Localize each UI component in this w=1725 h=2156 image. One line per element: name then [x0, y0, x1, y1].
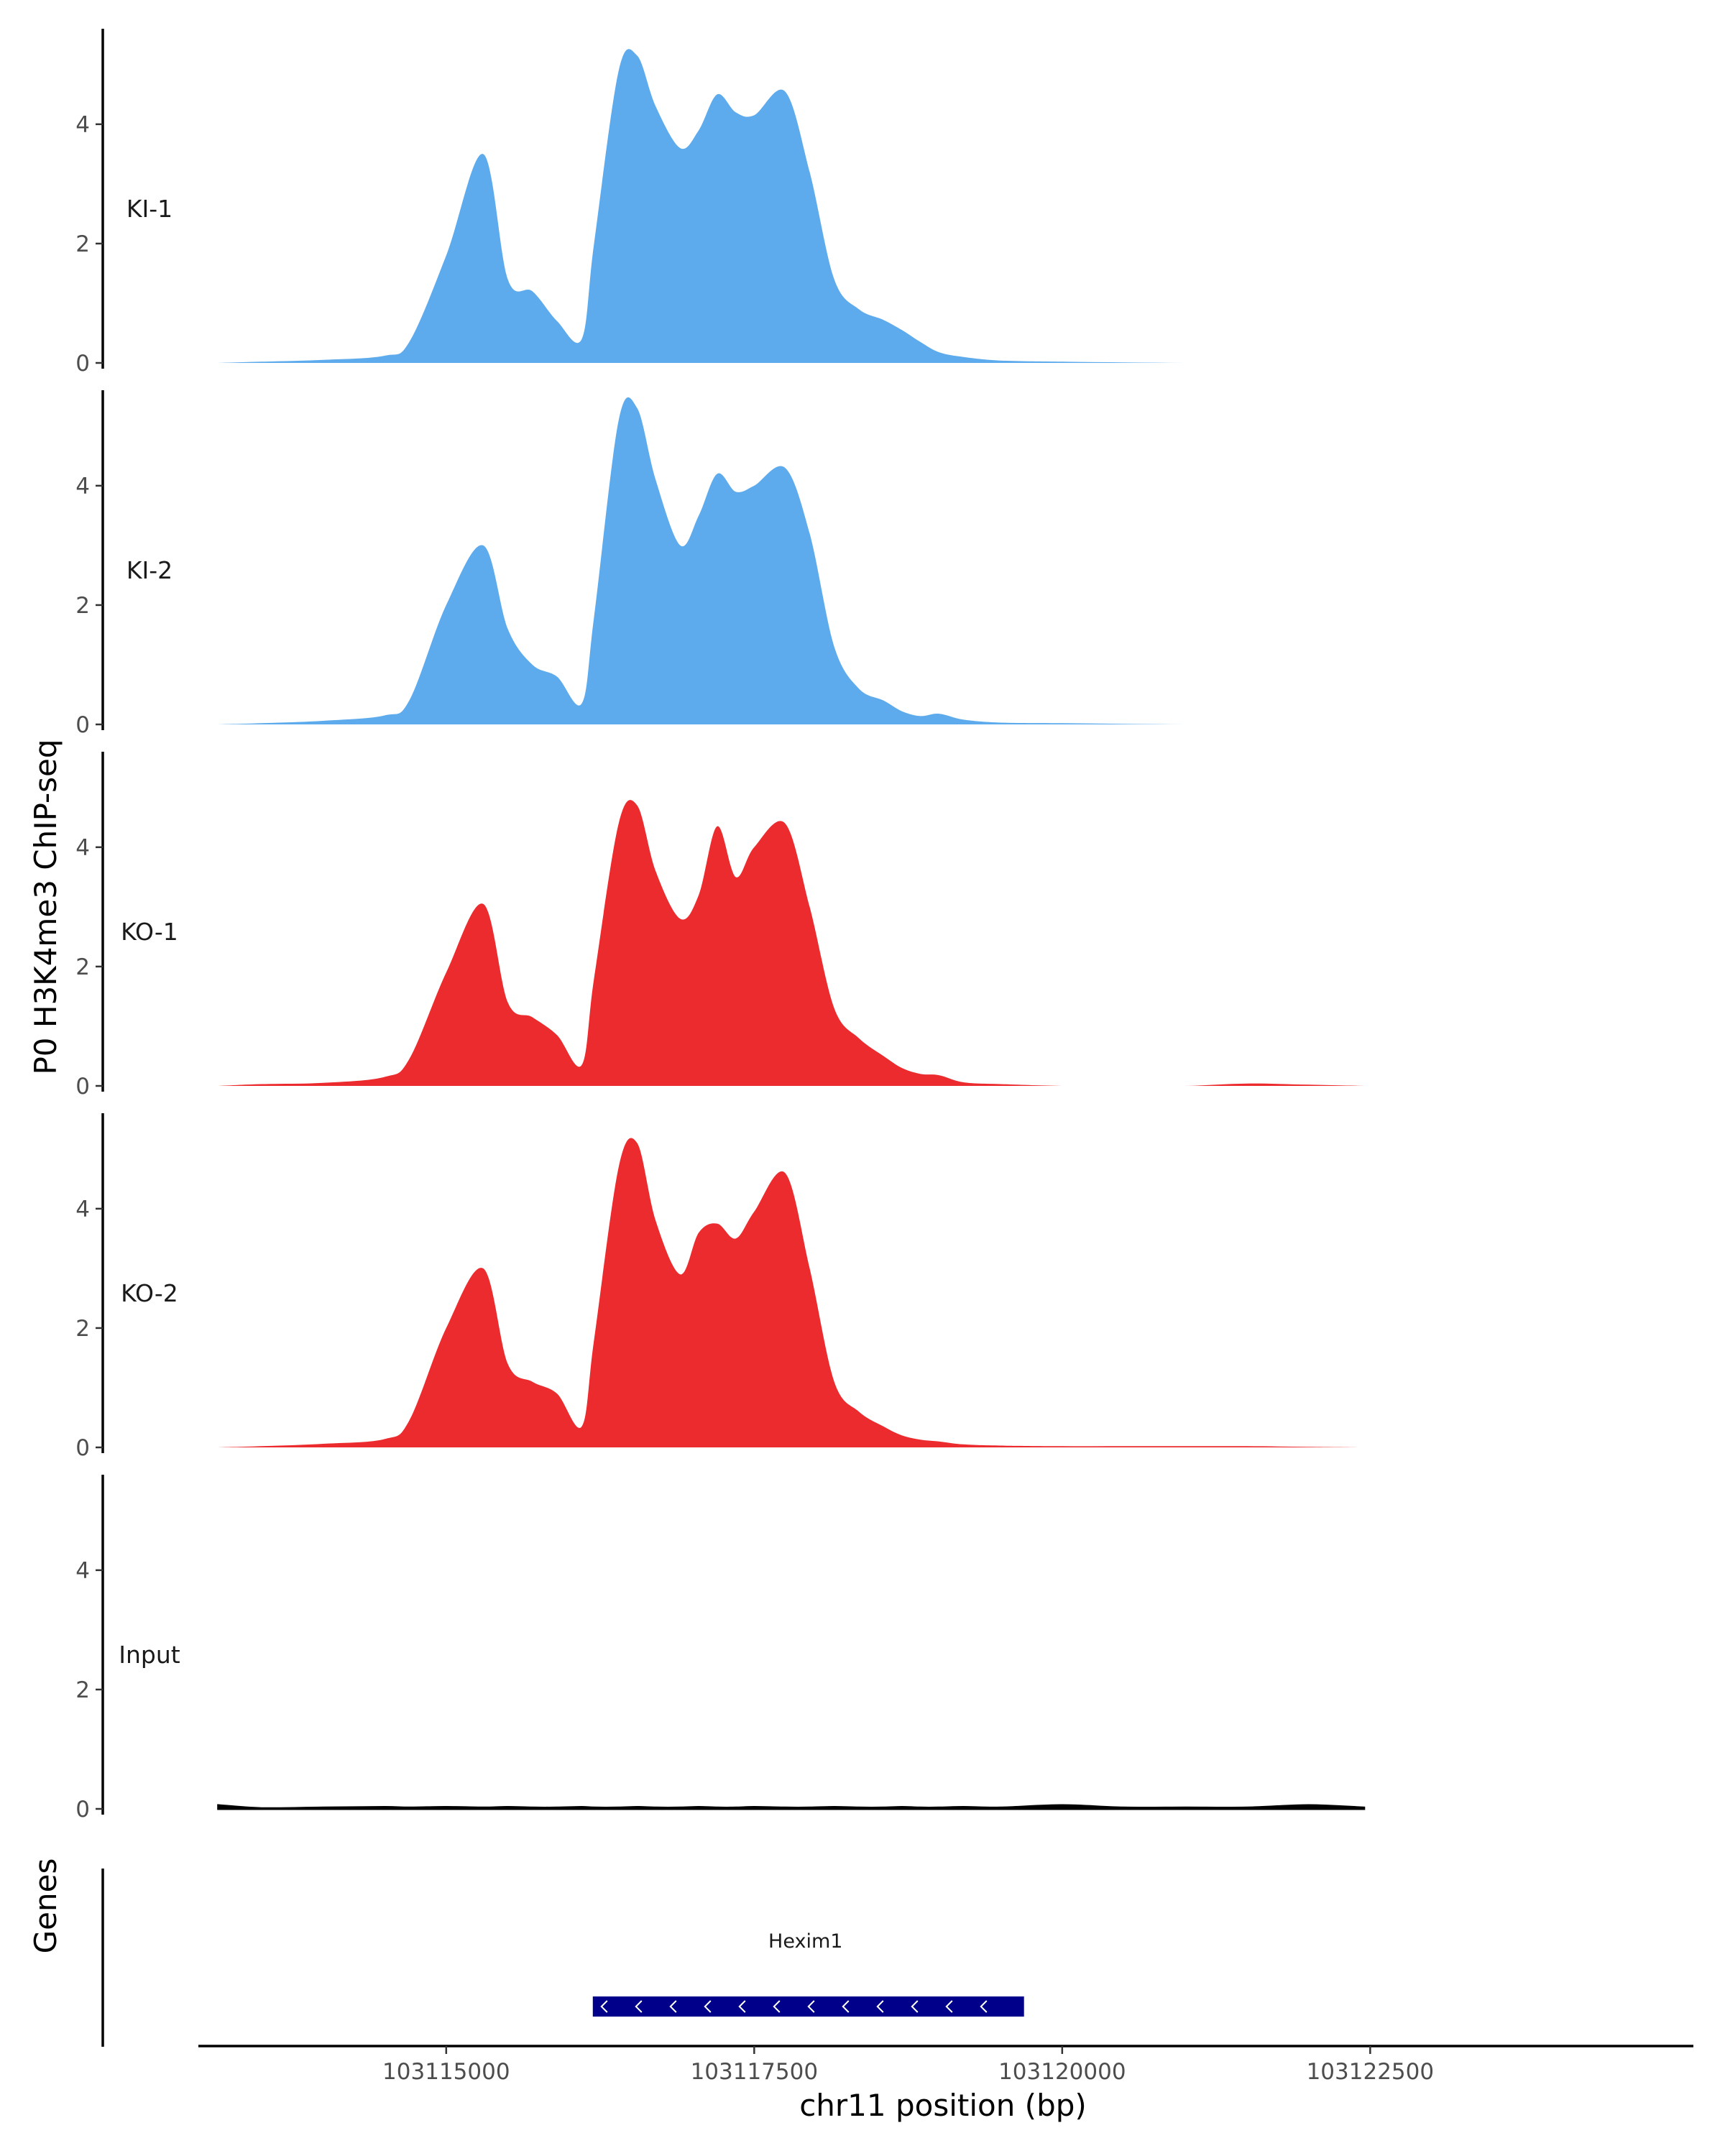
y-tick-label: 4	[75, 112, 90, 138]
coverage-area-ko-1	[218, 800, 1364, 1086]
y-tick-label: 0	[75, 1074, 90, 1100]
x-tick-label: 103122500	[1307, 2059, 1435, 2085]
track-label-ki-2: KI-2	[126, 556, 172, 584]
track-panel-ko-1: 0 2 4 KO-1	[75, 752, 1364, 1100]
y-tick-label: 0	[75, 1435, 90, 1461]
y-axis-title: P0 H3K4me3 ChIP-seq	[28, 739, 63, 1074]
y-tick-label: 4	[75, 1558, 90, 1584]
coverage-area-ko-2	[218, 1138, 1364, 1447]
strand-arrow	[980, 2000, 988, 2013]
y-tick-label: 2	[75, 954, 90, 980]
y-tick-label: 0	[75, 712, 90, 738]
x-tick-label: 103120000	[998, 2059, 1126, 2085]
strand-arrow	[945, 2000, 953, 2013]
strand-arrow	[911, 2000, 919, 2013]
strand-arrow	[738, 2000, 746, 2013]
y-tick-label: 4	[75, 474, 90, 499]
x-axis-title: chr11 position (bp)	[799, 2088, 1087, 2123]
strand-arrow	[876, 2000, 884, 2013]
x-tick-label: 103115000	[382, 2059, 510, 2085]
y-tick-label: 2	[75, 1316, 90, 1342]
y-tick-label: 2	[75, 1677, 90, 1703]
y-tick-label: 2	[75, 593, 90, 619]
strand-arrow	[600, 2000, 608, 2013]
strand-arrow	[842, 2000, 850, 2013]
y-tick-label: 4	[75, 1197, 90, 1222]
coverage-area-ki-1	[218, 49, 1364, 363]
strand-arrow	[635, 2000, 643, 2013]
track-label-ko-1: KO-1	[121, 918, 178, 946]
y-tick-label: 4	[75, 835, 90, 861]
strand-arrow	[669, 2000, 677, 2013]
gene-label-hexim1: Hexim1	[768, 1930, 842, 1953]
track-label-ko-2: KO-2	[121, 1279, 178, 1307]
track-label-ki-1: KI-1	[126, 195, 172, 223]
track-panels: 0 2 4 KI-1 0 2 4 KI-2 0 2 4 KO-1 0 2 4 KO-2 0 2 4 Input	[75, 29, 1366, 1823]
genes-axis-title: Genes	[28, 1858, 63, 1954]
strand-arrow	[807, 2000, 815, 2013]
y-tick-label: 2	[75, 231, 90, 257]
track-panel-ki-2: 0 2 4 KI-2	[75, 390, 1364, 738]
coverage-area-input	[217, 1804, 1366, 1810]
y-tick-label: 0	[75, 1797, 90, 1823]
x-axis: 103115000 103117500 103120000 103122500	[198, 2045, 1693, 2085]
gene-track: Hexim1	[101, 1869, 1024, 2047]
track-panel-ko-2: 0 2 4 KO-2	[75, 1113, 1364, 1461]
coverage-area-ki-2	[218, 397, 1364, 724]
strand-arrow	[773, 2000, 781, 2013]
x-tick-label: 103117500	[691, 2059, 819, 2085]
y-tick-label: 0	[75, 351, 90, 377]
track-label-input: Input	[119, 1641, 180, 1669]
strand-arrow	[704, 2000, 712, 2013]
track-panel-ki-1: 0 2 4 KI-1	[75, 29, 1364, 377]
track-panel-input: 0 2 4 Input	[75, 1475, 1366, 1823]
